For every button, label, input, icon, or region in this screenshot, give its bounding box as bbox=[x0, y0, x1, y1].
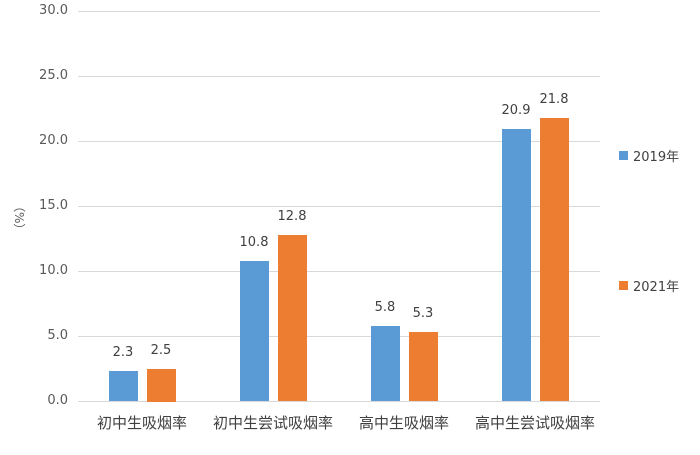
bar bbox=[502, 129, 531, 401]
gridline bbox=[78, 76, 600, 77]
data-label: 2.5 bbox=[150, 343, 172, 358]
data-label: 21.8 bbox=[539, 92, 569, 107]
y-tick-label: 5.0 bbox=[47, 328, 68, 343]
y-tick-label: 30.0 bbox=[39, 3, 68, 18]
data-label: 12.8 bbox=[277, 209, 307, 224]
data-label: 20.9 bbox=[501, 103, 531, 118]
legend-item: 2021年 bbox=[619, 276, 679, 295]
y-axis-label: （%） bbox=[12, 200, 26, 236]
data-label: 5.8 bbox=[374, 300, 396, 315]
gridline bbox=[78, 336, 600, 337]
gridline bbox=[78, 206, 600, 207]
data-label: 10.8 bbox=[239, 235, 269, 250]
bar bbox=[371, 326, 400, 401]
bar bbox=[278, 235, 307, 401]
y-tick-label: 0.0 bbox=[47, 393, 68, 408]
x-tick-label: 初中生尝试吸烟率 bbox=[212, 414, 333, 432]
gridline bbox=[78, 401, 600, 402]
y-tick-label: 25.0 bbox=[39, 68, 68, 83]
legend-label: 2021年 bbox=[633, 280, 680, 295]
data-label: 5.3 bbox=[412, 306, 434, 321]
gridline bbox=[78, 141, 600, 142]
bar bbox=[240, 261, 269, 401]
y-tick-label: 20.0 bbox=[39, 133, 68, 148]
legend-label: 2019年 bbox=[633, 150, 680, 165]
gridline bbox=[78, 11, 600, 12]
gridline bbox=[78, 271, 600, 272]
data-label: 2.3 bbox=[112, 345, 134, 360]
x-tick-label: 高中生尝试吸烟率 bbox=[474, 414, 595, 432]
bar bbox=[109, 371, 138, 401]
legend-item: 2019年 bbox=[619, 146, 679, 165]
legend-swatch-icon bbox=[619, 281, 628, 290]
x-tick-label: 高中生吸烟率 bbox=[358, 414, 449, 432]
bar bbox=[540, 118, 569, 401]
bar bbox=[409, 332, 438, 401]
bar bbox=[147, 369, 176, 402]
legend-swatch-icon bbox=[619, 151, 628, 160]
y-tick-label: 15.0 bbox=[39, 198, 68, 213]
x-tick-label: 初中生吸烟率 bbox=[96, 414, 187, 432]
y-tick-label: 10.0 bbox=[39, 263, 68, 278]
